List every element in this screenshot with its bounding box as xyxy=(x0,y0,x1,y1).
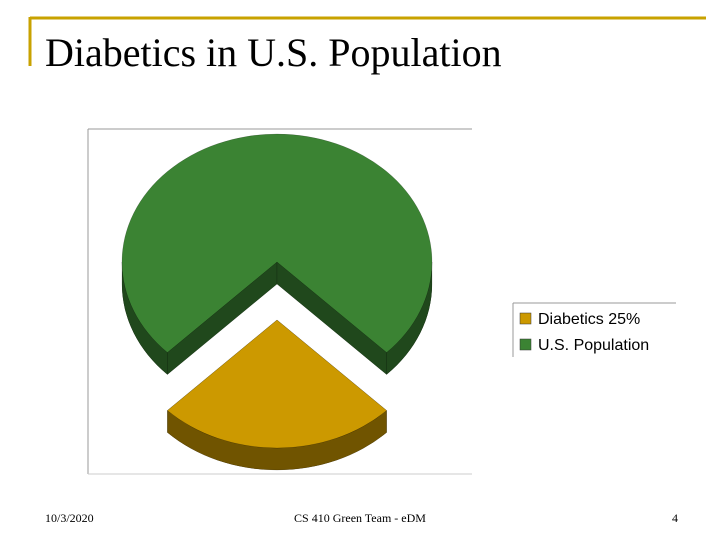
slice-side xyxy=(167,409,387,471)
footer-page: 4 xyxy=(672,511,678,525)
legend-swatch xyxy=(519,312,532,325)
slide-title: Diabetics in U.S. Population xyxy=(45,30,502,75)
plot-frame xyxy=(87,128,472,475)
slice xyxy=(121,133,433,353)
legend-label: Diabetics 25% xyxy=(538,311,640,328)
footer-center: CS 410 Green Team - eDM xyxy=(294,511,426,525)
slice xyxy=(167,319,387,449)
slice-side xyxy=(121,261,168,376)
footer-date: 10/3/2020 xyxy=(45,511,94,525)
legend-swatch xyxy=(519,338,532,351)
pie xyxy=(121,133,433,471)
legend: Diabetics 25% U.S. Population xyxy=(512,302,676,357)
legend-label: U.S. Population xyxy=(538,337,649,354)
